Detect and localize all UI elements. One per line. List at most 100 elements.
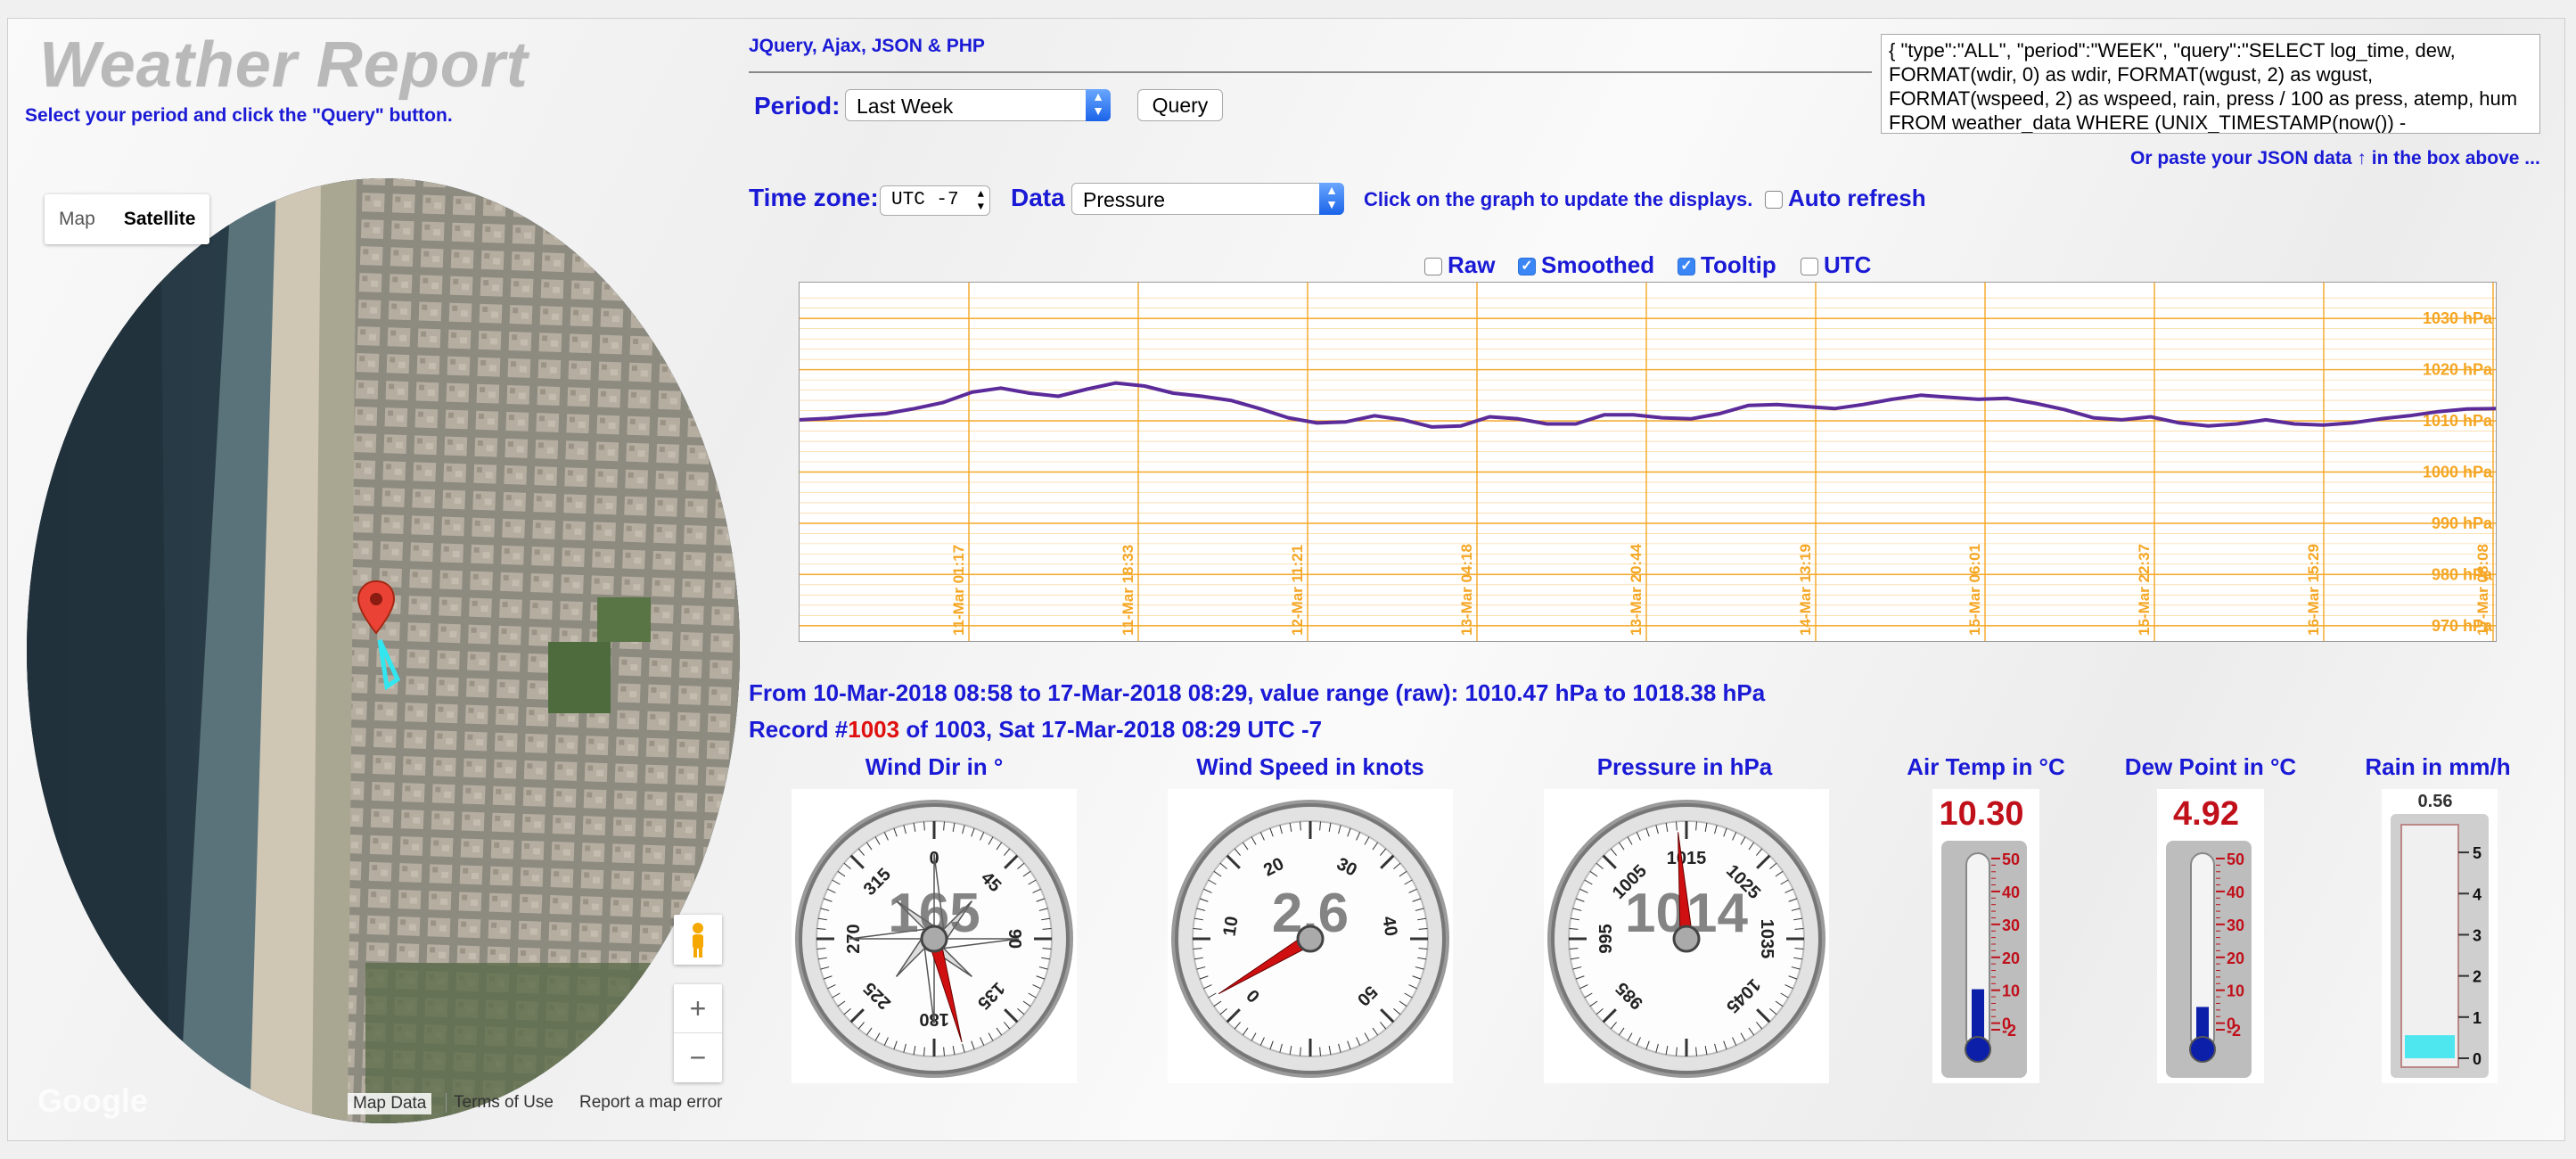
zoom-control[interactable]: + − bbox=[674, 984, 722, 1082]
gauge-tick bbox=[971, 1040, 975, 1050]
thermo-tick-label: -2 bbox=[2227, 1022, 2241, 1040]
gauge-tick bbox=[843, 862, 851, 869]
gauge-tick bbox=[866, 1027, 873, 1036]
terms-link[interactable]: Terms of Use bbox=[446, 1093, 554, 1113]
thermo-tick-label: 20 bbox=[2002, 949, 2020, 967]
auto-refresh-toggle[interactable]: Auto refresh bbox=[1765, 185, 1926, 212]
map-type-control[interactable]: Map Satellite bbox=[45, 194, 210, 244]
gauge-tick bbox=[1793, 957, 1803, 960]
gauge-tick bbox=[1756, 1008, 1771, 1023]
gauge-tick bbox=[1319, 821, 1322, 831]
x-tick-label: 14-Mar 13:19 bbox=[1797, 544, 1814, 636]
option-raw[interactable]: Raw bbox=[1424, 251, 1495, 279]
map-type-map[interactable]: Map bbox=[59, 209, 95, 229]
rain-fill bbox=[2405, 1035, 2455, 1058]
map-pin-icon[interactable] bbox=[357, 580, 428, 704]
gauge-tick bbox=[1408, 888, 1417, 893]
gauge-tick bbox=[817, 957, 827, 960]
gauge-tick bbox=[1788, 975, 1798, 980]
tooltip-checkbox[interactable]: ✓ bbox=[1678, 258, 1695, 276]
option-smoothed[interactable]: ✓ Smoothed bbox=[1518, 251, 1654, 279]
gauge-tick bbox=[1404, 992, 1413, 999]
gauge-tick bbox=[1791, 908, 1801, 911]
gauge-tick-label: 1035 bbox=[1757, 919, 1776, 959]
dew-point-gauge[interactable]: 4.92 50 40 30 20 10 0 -2 bbox=[2157, 789, 2264, 1083]
period-select[interactable]: Last Week ▲ ▼ bbox=[845, 89, 1111, 121]
gauge-tick bbox=[1570, 957, 1579, 960]
zoom-out-button[interactable]: − bbox=[689, 1041, 707, 1073]
gauge-tick bbox=[1338, 1043, 1341, 1053]
raw-checkbox[interactable] bbox=[1424, 258, 1442, 276]
gauge-tick bbox=[1399, 1000, 1407, 1007]
gauge-tick bbox=[1618, 1027, 1625, 1036]
pressure-gauge[interactable]: 985995100510151025103510451014 bbox=[1544, 789, 1829, 1083]
map[interactable] bbox=[27, 178, 740, 1123]
gauge-tick bbox=[1415, 966, 1424, 970]
query-button[interactable]: Query bbox=[1137, 89, 1223, 121]
raw-label: Raw bbox=[1448, 251, 1496, 278]
x-tick-label: 13-Mar 04:18 bbox=[1458, 544, 1475, 636]
pegman-icon[interactable] bbox=[674, 915, 722, 965]
gauge-tick bbox=[1645, 827, 1650, 837]
rain-tick-label: 2 bbox=[2473, 968, 2482, 986]
gauge-tick bbox=[1584, 879, 1593, 885]
gauge-tick bbox=[1347, 1040, 1351, 1050]
gauge-tick bbox=[996, 842, 1003, 851]
thermo-tick-label: 20 bbox=[2227, 949, 2244, 967]
gauge-tick bbox=[1570, 917, 1579, 921]
gauge-tick bbox=[1417, 957, 1427, 960]
x-tick-label: 15-Mar 06:01 bbox=[1966, 544, 1983, 636]
gauge-tick bbox=[1372, 842, 1379, 851]
thermo-tick-label: 10 bbox=[2002, 982, 2020, 1000]
chart-canvas[interactable]: 11-Mar 01:17 11-Mar 18:33 12-Mar 11:21 13-M… bbox=[799, 283, 2497, 641]
y-tick-label: 1020 hPa bbox=[2423, 361, 2493, 379]
pressure-chart[interactable]: 11-Mar 01:17 11-Mar 18:33 12-Mar 11:21 13-M… bbox=[799, 282, 2497, 642]
gauge-tick bbox=[1036, 898, 1046, 902]
timezone-select[interactable]: UTC -7 ▲ ▼ bbox=[880, 185, 990, 216]
auto-refresh-checkbox[interactable] bbox=[1765, 191, 1783, 210]
map-type-satellite[interactable]: Satellite bbox=[123, 209, 196, 229]
gauge-tick bbox=[1636, 1037, 1641, 1046]
wind-dir-gauge[interactable]: 04590135180225270315165 bbox=[792, 789, 1077, 1083]
wind-speed-gauge[interactable]: 0 10 20 30 40 50 2.6 bbox=[1168, 789, 1453, 1083]
gauge-tick bbox=[816, 927, 826, 930]
gauge-tick bbox=[1572, 908, 1582, 911]
json-textarea[interactable]: { "type":"ALL", "period":"WEEK", "query"… bbox=[1881, 34, 2540, 134]
smoothed-checkbox[interactable]: ✓ bbox=[1518, 258, 1536, 276]
data-select[interactable]: Pressure ▲ ▼ bbox=[1071, 183, 1344, 215]
gauge-tick bbox=[988, 1032, 994, 1041]
gauge-tick bbox=[1041, 917, 1051, 921]
gauge-tick bbox=[1364, 836, 1370, 845]
gauge-tick bbox=[1259, 832, 1265, 841]
utc-checkbox[interactable] bbox=[1801, 258, 1818, 276]
record-number: 1003 bbox=[848, 716, 900, 743]
option-tooltip[interactable]: ✓ Tooltip bbox=[1678, 251, 1776, 279]
rain-tube bbox=[2400, 824, 2459, 1068]
thermo-tick-label: 30 bbox=[2227, 917, 2244, 934]
gauge-tick bbox=[1380, 854, 1395, 869]
gauge-tick bbox=[1418, 927, 1428, 930]
rain-tick-label: 0 bbox=[2473, 1050, 2482, 1068]
select-arrows-icon: ▲ ▼ bbox=[1086, 89, 1111, 121]
gauge-tick bbox=[874, 1032, 881, 1041]
report-map-error-link[interactable]: Report a map error bbox=[579, 1093, 723, 1112]
option-utc[interactable]: UTC bbox=[1801, 251, 1871, 279]
gauge-tick bbox=[1769, 1008, 1777, 1015]
google-logo: Google bbox=[37, 1082, 148, 1119]
gauge-tick bbox=[1203, 984, 1212, 990]
rain-gauge[interactable]: 0.56 5 4 3 2 1 0 bbox=[2382, 789, 2498, 1083]
gauge-tick bbox=[1041, 957, 1051, 960]
data-label: Data bbox=[1011, 184, 1065, 211]
y-tick-label: 1030 hPa bbox=[2423, 309, 2493, 327]
divider bbox=[749, 71, 1872, 73]
air-temp-gauge[interactable]: 10.30 50 40 30 20 10 0 -2 bbox=[1932, 789, 2039, 1083]
gauge-tick bbox=[827, 984, 836, 990]
gauge-tick bbox=[1794, 927, 1804, 930]
gauge-tick bbox=[1372, 1027, 1379, 1036]
map-data-link[interactable]: Map Data bbox=[348, 1093, 432, 1114]
period-label: Period: bbox=[754, 92, 841, 119]
gauge-tick bbox=[1714, 1043, 1718, 1053]
zoom-in-button[interactable]: + bbox=[674, 984, 722, 1033]
rain-tick-label: 5 bbox=[2473, 844, 2482, 862]
gauge-tick bbox=[1775, 870, 1784, 877]
